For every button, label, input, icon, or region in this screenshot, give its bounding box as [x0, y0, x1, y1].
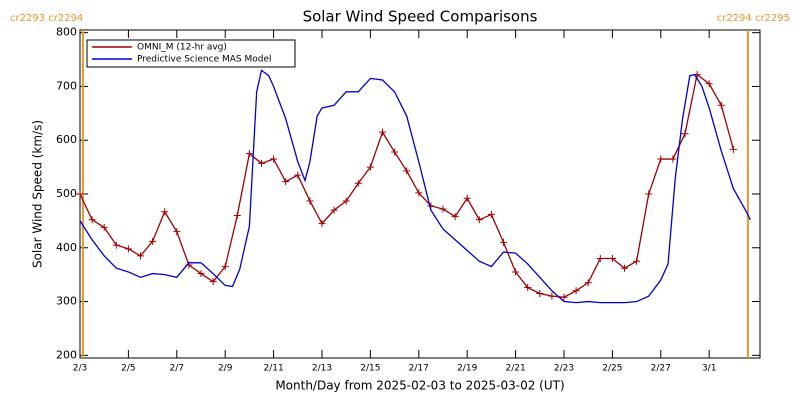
data-point: [524, 284, 532, 292]
y-tick-label: 500: [56, 187, 77, 200]
data-point: [245, 150, 253, 158]
data-point: [173, 228, 181, 236]
y-tick-label: 800: [56, 26, 77, 39]
data-point: [657, 155, 665, 163]
data-point: [88, 216, 96, 224]
data-point: [681, 130, 689, 138]
x-tick-label: 2/13: [312, 364, 332, 374]
data-point: [403, 167, 411, 175]
data-point: [378, 128, 386, 136]
chart-title: Solar Wind Speed Comparisons: [303, 8, 538, 26]
data-point: [270, 155, 278, 163]
legend-label: OMNI_M (12-hr avg): [137, 43, 227, 53]
x-tick-label: 2/19: [457, 364, 477, 374]
y-axis-label: Solar Wind Speed (km/s): [31, 120, 45, 268]
carrington-label: cr2294 cr2295: [717, 13, 790, 24]
x-tick-label: 2/23: [554, 364, 574, 374]
data-point: [439, 205, 447, 213]
x-tick-label: 2/11: [263, 364, 283, 374]
data-point: [330, 206, 338, 214]
data-point: [584, 279, 592, 287]
data-point: [342, 197, 350, 205]
x-tick-label: 2/27: [651, 364, 671, 374]
data-point: [197, 270, 205, 278]
data-point: [100, 223, 108, 231]
y-tick-label: 600: [56, 133, 77, 146]
data-point: [499, 238, 507, 246]
data-point: [560, 293, 568, 301]
carrington-label: cr2293 cr2294: [10, 13, 83, 24]
data-point: [221, 263, 229, 271]
data-point: [136, 252, 144, 260]
data-point: [209, 278, 217, 286]
data-point: [233, 212, 241, 220]
x-tick-label: 2/25: [602, 364, 622, 374]
y-tick-label: 200: [56, 348, 77, 361]
x-tick-label: 2/17: [409, 364, 429, 374]
legend-box: [86, 39, 296, 68]
y-tick-label: 300: [56, 295, 77, 308]
data-point: [354, 179, 362, 187]
x-tick-label: 3/1: [702, 364, 716, 374]
data-point: [415, 189, 423, 197]
data-point: [149, 237, 157, 245]
series-line: [79, 69, 751, 304]
data-point: [512, 268, 520, 276]
data-point: [161, 208, 169, 216]
x-tick-label: 2/5: [121, 364, 135, 374]
data-point: [257, 159, 265, 167]
data-point: [536, 289, 544, 297]
data-point: [633, 257, 641, 265]
x-tick-label: 2/3: [73, 364, 87, 374]
x-tick-label: 2/7: [170, 364, 184, 374]
data-point: [475, 216, 483, 224]
data-point: [112, 241, 120, 249]
data-point: [391, 148, 399, 156]
series-line: [79, 73, 735, 298]
x-tick-label: 2/9: [218, 364, 233, 374]
data-point: [318, 220, 326, 228]
data-point: [705, 80, 713, 88]
data-point: [608, 255, 616, 263]
data-point: [451, 213, 459, 221]
data-point: [620, 264, 628, 272]
data-point: [572, 287, 580, 295]
legend-label: Predictive Science MAS Model: [137, 55, 272, 65]
data-point: [294, 171, 302, 179]
y-tick-label: 400: [56, 241, 77, 254]
x-tick-label: 2/15: [360, 364, 380, 374]
data-point: [366, 163, 374, 171]
data-point: [76, 190, 84, 198]
data-point: [645, 190, 653, 198]
data-point: [463, 194, 471, 202]
data-point: [596, 255, 604, 263]
x-tick-label: 2/21: [505, 364, 525, 374]
data-point: [124, 245, 132, 253]
y-tick-label: 700: [56, 79, 77, 92]
data-point: [282, 178, 290, 186]
data-point: [729, 145, 737, 153]
x-axis-label: Month/Day from 2025-02-03 to 2025-03-02 …: [275, 379, 564, 393]
data-point: [717, 101, 725, 109]
data-point: [306, 197, 314, 205]
data-point: [548, 292, 556, 300]
data-point: [487, 210, 495, 218]
data-point: [669, 155, 677, 163]
